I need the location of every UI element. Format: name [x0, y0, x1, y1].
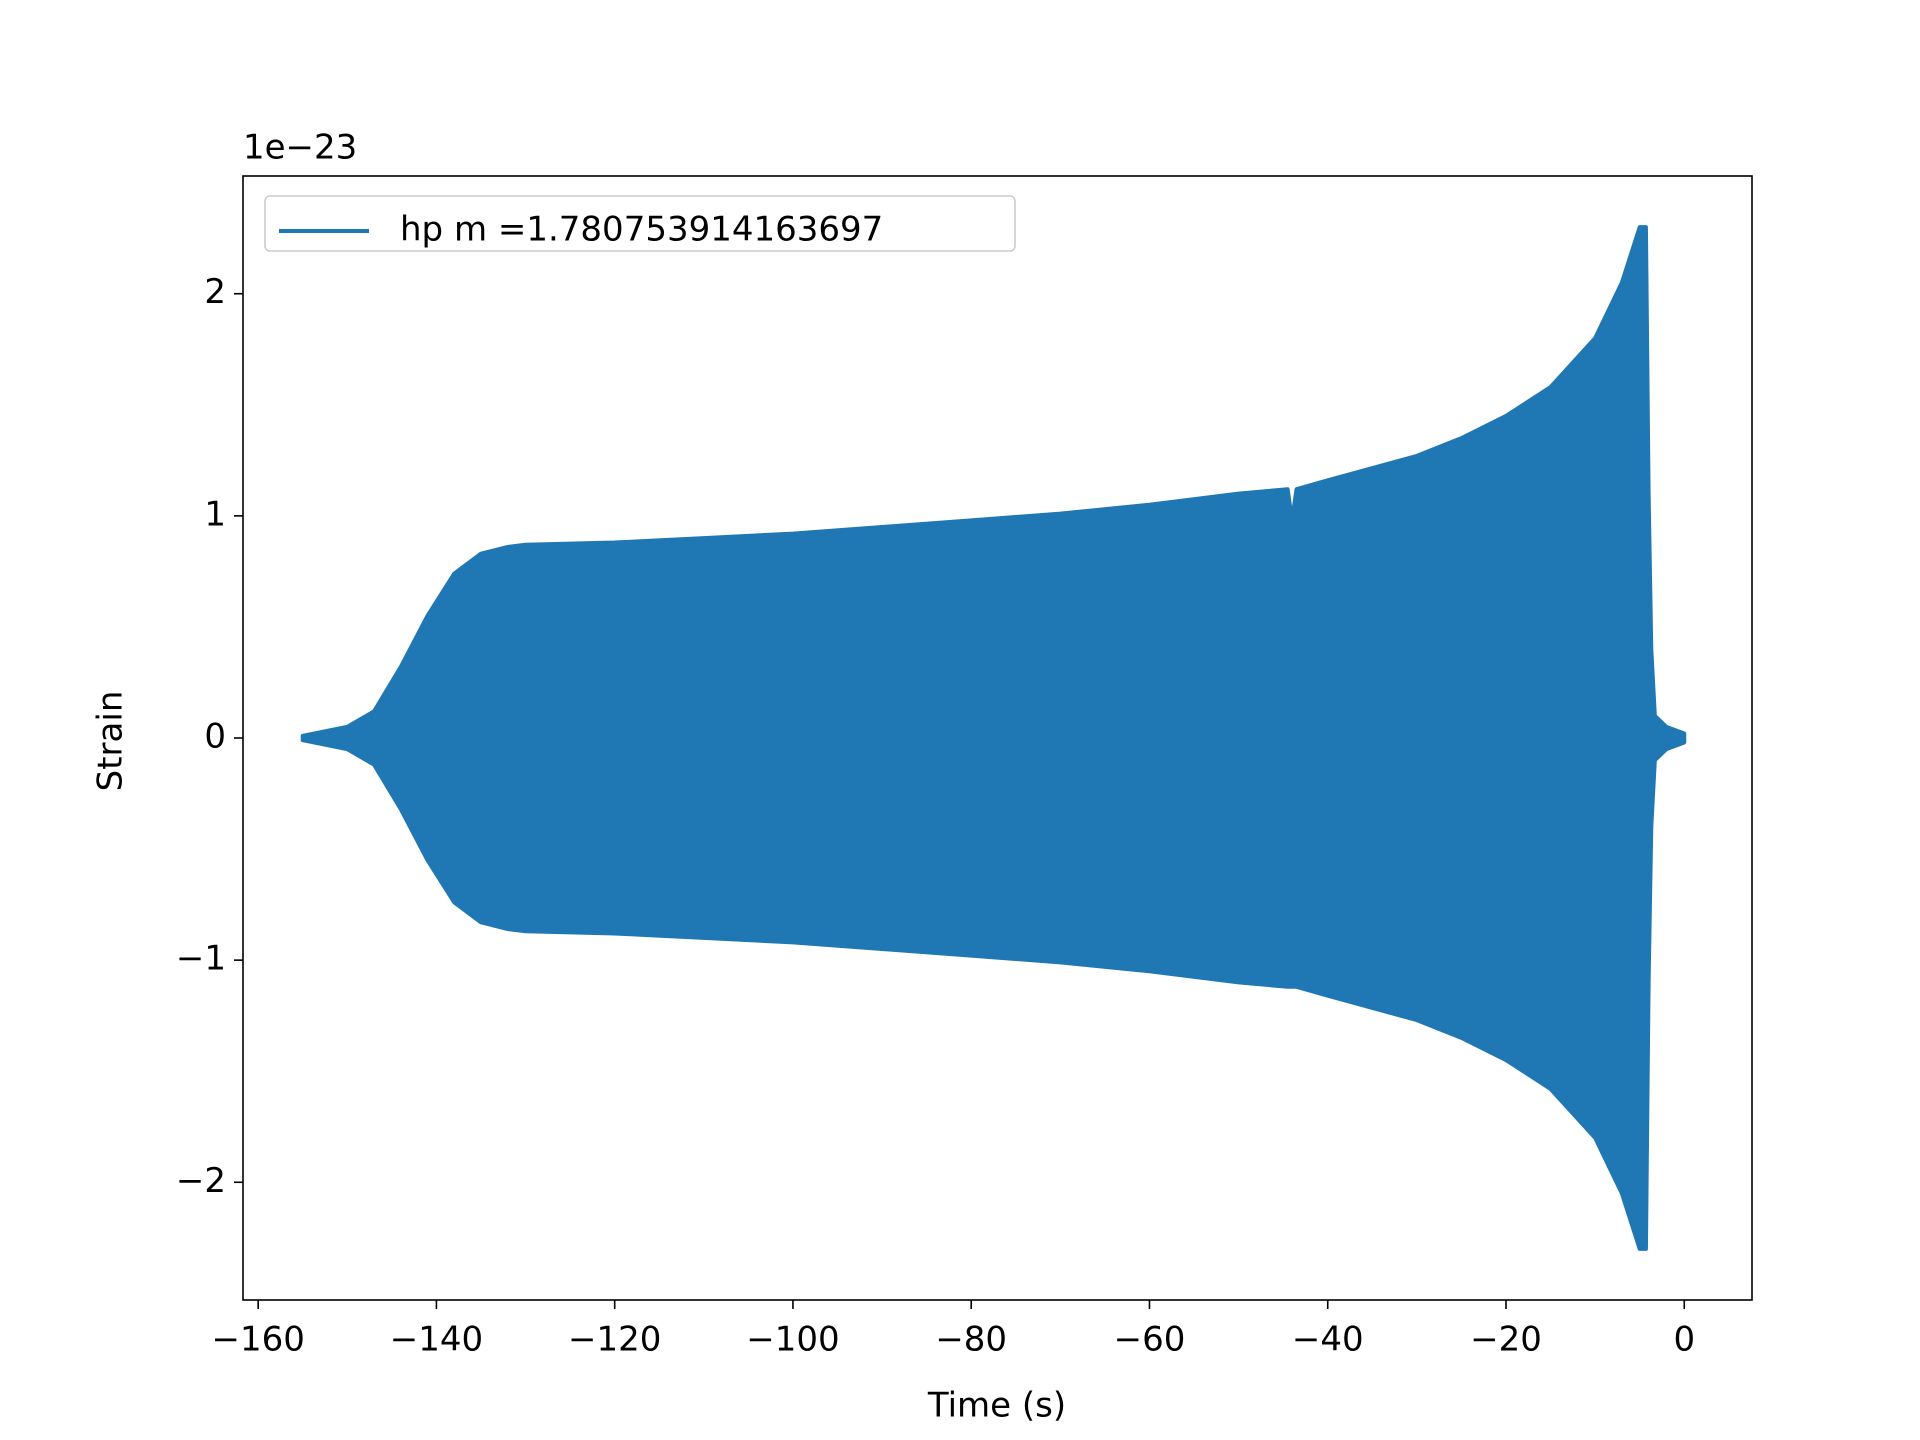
x-tick-label: 0 — [1673, 1320, 1695, 1360]
x-tick-label: −140 — [390, 1320, 483, 1360]
y-tick-label: −1 — [176, 939, 226, 979]
x-tick-label: −20 — [1470, 1320, 1542, 1360]
offset-text: 1e−23 — [243, 128, 357, 168]
x-axis-label: Time (s) — [927, 1386, 1066, 1426]
y-tick-label: −2 — [176, 1161, 226, 1201]
x-tick-label: −40 — [1292, 1320, 1364, 1360]
x-tick-label: −60 — [1114, 1320, 1186, 1360]
x-tick-label: −120 — [568, 1320, 661, 1360]
x-tick-label: −160 — [211, 1320, 304, 1360]
y-axis-label: Strain — [91, 691, 131, 792]
y-tick-label: 1 — [204, 494, 226, 534]
x-tick-label: −100 — [746, 1320, 839, 1360]
legend-label: hp m =1.780753914163697 — [400, 210, 883, 250]
y-tick-label: 2 — [204, 272, 226, 312]
x-tick-label: −80 — [935, 1320, 1007, 1360]
legend-box — [264, 195, 1016, 252]
strain-area — [300, 225, 1687, 1251]
y-tick-label: 0 — [204, 717, 226, 757]
